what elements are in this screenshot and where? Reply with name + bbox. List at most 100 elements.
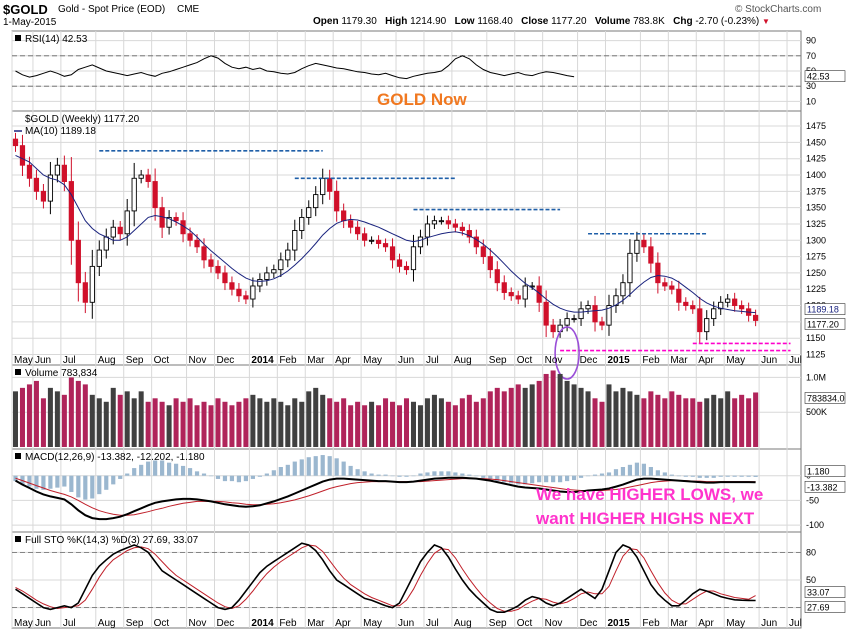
header-exchange: CME	[177, 4, 200, 15]
volume-last-value-box	[804, 392, 846, 404]
macd-histogram-bar	[76, 475, 81, 498]
price-candle	[131, 177, 137, 212]
x-tick-label: Oct	[517, 355, 533, 366]
volume-bar	[341, 398, 347, 447]
volume-bar	[271, 398, 277, 447]
price-candle	[54, 164, 60, 176]
price-candle	[683, 301, 689, 307]
price-candle	[669, 285, 675, 290]
macd-histogram-bar	[264, 473, 269, 476]
volume-bar	[662, 398, 668, 447]
x-tick-label: Jun	[35, 355, 51, 366]
volume-bar	[390, 401, 396, 447]
volume-bar	[613, 391, 619, 447]
price-candle	[222, 272, 228, 284]
macd-histogram-bar	[187, 468, 193, 476]
volume-bar	[376, 405, 382, 447]
volume-bar	[508, 387, 514, 447]
macd-histogram-bar	[495, 475, 500, 482]
volume-bar	[40, 398, 46, 447]
x-tick-label-bottom: Jul	[789, 618, 802, 629]
volume-bar	[201, 401, 207, 447]
price-candle	[704, 318, 710, 333]
macd-histogram-bar	[655, 470, 660, 476]
x-tick-label-bottom: Sep	[489, 618, 507, 629]
y-tick-label: 1400	[806, 170, 826, 180]
macd-histogram-bar	[606, 472, 612, 476]
volume-bar	[187, 398, 193, 447]
volume-bar	[655, 394, 661, 447]
sto-legend-swatch	[15, 536, 21, 542]
price-candle	[522, 285, 528, 300]
price-candle	[466, 230, 472, 238]
price-candle	[33, 177, 40, 192]
volume-bar	[264, 401, 270, 447]
low-highlight-ellipse	[554, 326, 580, 380]
macd-histogram-bar	[613, 469, 619, 476]
x-tick-label-bottom: Jun	[398, 618, 414, 629]
y-tick-label: 10	[806, 96, 816, 106]
macd-histogram-bar	[537, 475, 542, 483]
volume-bar	[47, 387, 53, 447]
macd-histogram-bar	[746, 475, 751, 477]
macd-histogram-bar	[369, 473, 374, 476]
volume-legend: Volume 783,834	[25, 368, 98, 379]
y-tick-label: 1425	[806, 154, 826, 164]
price-candle	[271, 269, 277, 274]
price-candle	[361, 233, 368, 241]
volume-bar	[243, 398, 249, 447]
x-tick-label: Mar	[670, 355, 688, 366]
header-symbol: $GOLD	[3, 2, 48, 17]
x-tick-label-bottom: Mar	[670, 618, 688, 629]
volume-bar	[676, 394, 682, 447]
x-tick-label: Sep	[489, 355, 507, 366]
volume-bar	[250, 394, 256, 447]
x-tick-label: May	[14, 355, 33, 366]
macd-histogram-bar	[418, 473, 423, 476]
price-candle	[19, 145, 26, 166]
macd-annotation-line1: We have HIGHER LOWS, we	[536, 485, 763, 504]
price-candle	[243, 295, 249, 300]
volume-bar	[33, 380, 39, 447]
volume-bar	[103, 401, 109, 447]
rsi-last-value-box	[804, 70, 846, 82]
macd-histogram-bar	[341, 461, 346, 476]
price-candle	[124, 210, 130, 235]
macd-histogram-bar	[425, 472, 430, 476]
macd-histogram-bar	[739, 475, 744, 477]
macd-histogram-bar	[592, 474, 598, 476]
x-tick-label-bottom: Apr	[698, 618, 714, 629]
macd-last-value: -13.382	[807, 482, 838, 492]
y-tick-label: 500K	[806, 407, 827, 417]
volume-bar	[292, 398, 298, 447]
x-tick-label-bottom: Sep	[126, 618, 144, 629]
volume-bar	[606, 384, 612, 447]
x-tick-label-bottom: May	[363, 618, 382, 629]
x-tick-label: Aug	[98, 355, 116, 366]
x-tick-label: Oct	[154, 355, 170, 366]
volume-bar	[466, 394, 472, 447]
price-candle	[368, 239, 375, 242]
x-tick-label-bottom: Aug	[98, 618, 116, 629]
volume-bar	[334, 401, 340, 447]
macd-histogram-bar	[432, 471, 437, 476]
header-date: 1-May-2015	[3, 17, 57, 28]
macd-histogram-bar	[571, 475, 577, 481]
y-tick-label: 90	[806, 36, 816, 46]
gold-now-annotation: GOLD Now	[377, 90, 467, 109]
price-candle	[487, 256, 493, 271]
header-description: Gold - Spot Price (EOD)	[58, 4, 166, 15]
macd-histogram-bar	[250, 475, 255, 479]
y-tick-label: 1450	[806, 137, 826, 147]
y-tick-label: 50	[806, 575, 816, 585]
macd-histogram-bar	[481, 475, 486, 478]
price-candle	[110, 226, 116, 238]
volume-bar	[26, 384, 32, 447]
price-candle	[103, 236, 109, 251]
volume-bar	[732, 398, 738, 447]
volume-bar	[480, 398, 486, 447]
price-candle	[257, 278, 263, 287]
y-tick-label: 1375	[806, 186, 826, 196]
price-candle	[571, 318, 577, 321]
price-candle	[40, 190, 47, 202]
